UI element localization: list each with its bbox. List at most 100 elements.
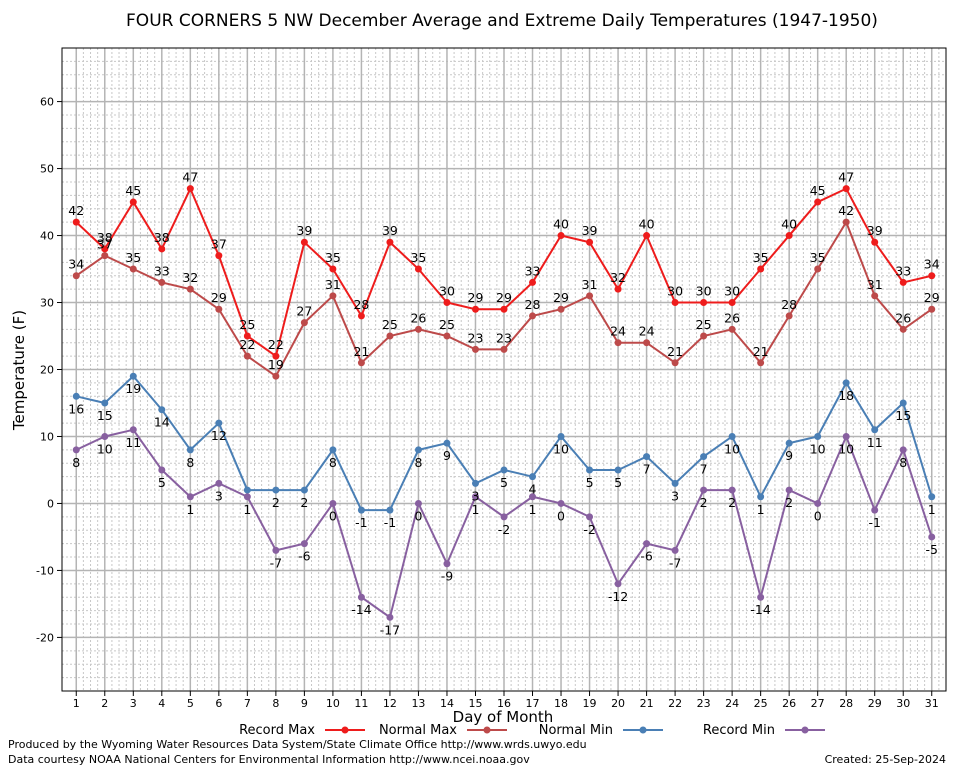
normal-max-point: [557, 305, 565, 313]
normal-min-value-label: 1: [757, 502, 765, 517]
normal-min-point: [671, 479, 679, 487]
normal-min-point: [614, 466, 622, 474]
normal-min-point: [471, 479, 479, 487]
normal-max-value-label: 23: [468, 330, 484, 345]
normal-min-value-label: 7: [643, 462, 651, 477]
normal-max-point: [414, 325, 422, 333]
record-min-value-label: -6: [640, 549, 653, 564]
x-tick-label: 22: [668, 697, 682, 710]
x-tick-label: 21: [640, 697, 654, 710]
normal-max-point: [671, 359, 679, 367]
record-max-point: [757, 265, 765, 273]
y-tick-label: -10: [36, 564, 54, 577]
record-max-value-label: 29: [468, 290, 484, 305]
normal-min-value-label: -1: [355, 515, 367, 530]
record-min-point: [129, 426, 137, 434]
normal-max-value-label: 22: [239, 337, 255, 352]
normal-min-value-label: 19: [125, 381, 141, 396]
x-tick-label: 12: [383, 697, 397, 710]
normal-max-point: [158, 278, 166, 286]
y-tick-label: 40: [40, 230, 54, 243]
normal-max-value-label: 21: [753, 344, 769, 359]
y-tick-label: 50: [40, 163, 54, 176]
record-min-value-label: 2: [785, 495, 793, 510]
normal-max-point: [101, 252, 109, 260]
normal-min-point: [700, 453, 708, 461]
y-tick-label: -20: [36, 631, 54, 644]
normal-min-value-label: 15: [97, 408, 113, 423]
y-tick-label: 20: [40, 364, 54, 377]
record-max-point: [129, 198, 137, 206]
record-min-point: [643, 540, 651, 548]
normal-min-value-label: 10: [810, 441, 826, 456]
x-axis-label: Day of Month: [453, 708, 554, 726]
normal-max-value-label: 26: [410, 310, 426, 325]
record-min-value-label: -12: [608, 589, 628, 604]
record-min-point: [557, 499, 565, 507]
normal-max-point: [586, 292, 594, 300]
record-min-point: [329, 499, 337, 507]
record-min-value-label: 8: [899, 455, 907, 470]
x-tick-label: 19: [583, 697, 597, 710]
normal-min-value-label: 12: [211, 428, 227, 443]
normal-max-value-label: 25: [439, 317, 455, 332]
legend-marker: [801, 726, 809, 734]
normal-min-value-label: 18: [838, 388, 854, 403]
record-min-point: [414, 499, 422, 507]
record-max-value-label: 28: [353, 297, 369, 312]
normal-min-value-label: 5: [614, 475, 622, 490]
normal-max-point: [272, 372, 280, 380]
record-max-point: [529, 278, 537, 286]
normal-min-point: [899, 399, 907, 407]
normal-min-value-label: 9: [785, 448, 793, 463]
record-min-point: [243, 493, 251, 501]
record-max-value-label: 38: [97, 230, 113, 245]
normal-min-value-label: 8: [186, 455, 194, 470]
record-max-point: [700, 299, 708, 307]
record-max-value-label: 29: [496, 290, 512, 305]
normal-max-point: [814, 265, 822, 273]
record-min-value-label: 1: [243, 502, 251, 517]
legend-marker: [639, 726, 647, 734]
record-min-value-label: 10: [838, 441, 854, 456]
legend-label: Record Max: [239, 723, 315, 738]
normal-max-value-label: 32: [182, 270, 198, 285]
normal-min-value-label: 14: [154, 415, 170, 430]
normal-min-point: [928, 493, 936, 501]
record-min-value-label: -14: [750, 602, 770, 617]
normal-min-point: [842, 379, 850, 387]
normal-max-point: [357, 359, 365, 367]
normal-max-value-label: 31: [582, 277, 598, 292]
normal-min-value-label: 9: [443, 448, 451, 463]
normal-min-value-label: 8: [329, 455, 337, 470]
normal-max-value-label: 35: [125, 250, 141, 265]
record-max-point: [158, 245, 166, 253]
normal-min-value-label: 5: [586, 475, 594, 490]
record-max-value-label: 40: [781, 217, 797, 232]
normal-min-point: [586, 466, 594, 474]
record-max-point: [101, 245, 109, 253]
record-min-point: [928, 533, 936, 541]
normal-min-point: [785, 439, 793, 447]
record-max-value-label: 32: [610, 270, 626, 285]
record-max-point: [500, 305, 508, 313]
record-min-point: [586, 513, 594, 521]
normal-max-value-label: 31: [867, 277, 883, 292]
normal-max-value-label: 35: [810, 250, 826, 265]
record-min-value-label: 1: [472, 502, 480, 517]
record-min-point: [757, 593, 765, 601]
normal-max-value-label: 31: [325, 277, 341, 292]
x-tick-label: 20: [611, 697, 625, 710]
record-min-point: [700, 486, 708, 494]
normal-max-value-label: 21: [667, 344, 683, 359]
normal-max-point: [842, 218, 850, 226]
record-min-value-label: -14: [351, 602, 371, 617]
normal-min-point: [272, 486, 280, 494]
normal-min-value-label: 11: [867, 435, 883, 450]
normal-min-value-label: 15: [895, 408, 911, 423]
normal-min-point: [72, 392, 80, 400]
record-max-point: [72, 218, 80, 226]
record-min-point: [614, 580, 622, 588]
record-min-value-label: -6: [298, 549, 311, 564]
